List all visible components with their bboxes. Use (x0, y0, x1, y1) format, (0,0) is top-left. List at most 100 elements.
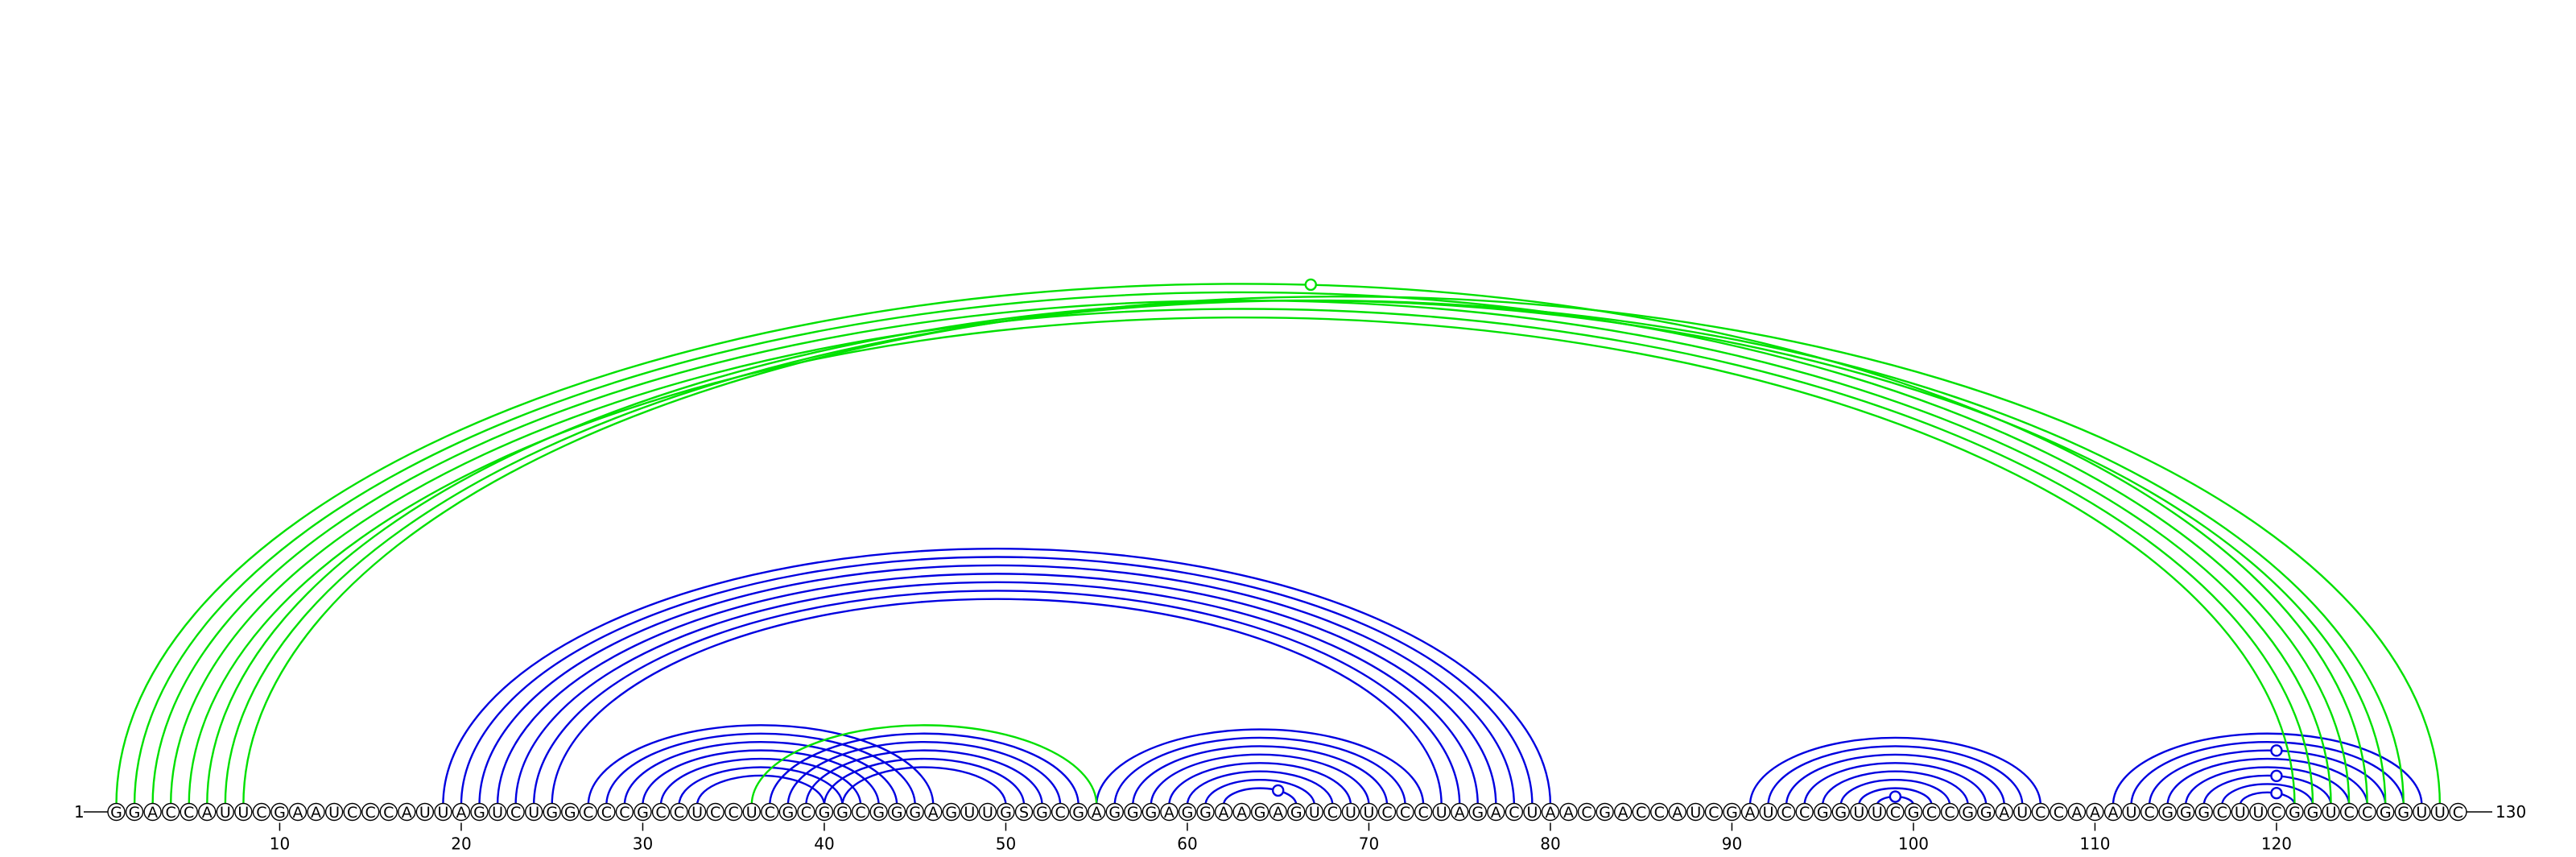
nucleotide-circle (2194, 802, 2213, 822)
nucleotide-letter: C (801, 804, 811, 822)
pair-arc-113-126 (2148, 749, 2387, 805)
nucleotide-circle (1051, 802, 1070, 822)
nucleotide-circle (1777, 802, 1796, 822)
nucleotide-circle (2303, 802, 2322, 822)
nucleotide-circle (1959, 802, 1977, 822)
nucleotide-circle (1541, 802, 1560, 822)
nucleotide-letter: A (1672, 804, 1682, 822)
nucleotide-circle (1432, 802, 1451, 822)
nucleotide-circle (2013, 802, 2032, 822)
pair-arc-97-101 (1858, 787, 1933, 805)
nucleotide-letter: C (1890, 804, 1901, 822)
nucleotide-letter: A (2108, 804, 2119, 822)
nucleotide-letter: C (1708, 804, 1719, 822)
nucleotide-circle (1813, 802, 1832, 822)
nucleotide-circle (1686, 802, 1705, 822)
nucleotide-circle (1505, 802, 1524, 822)
pair-arc-32-41 (678, 766, 844, 805)
nucleotide-circle (978, 802, 997, 822)
nucleotide-circle (524, 802, 543, 822)
nucleotide-circle (797, 802, 815, 822)
nucleotide-circle (198, 802, 217, 822)
pair-arc-28-45 (605, 732, 916, 805)
pair-arc-61-67 (1204, 778, 1315, 805)
nucleotide-letter: A (1999, 804, 2009, 822)
nucleotide-circle (506, 802, 525, 822)
nucleotide-circle (2449, 802, 2467, 822)
nucleotide-letter: G (909, 804, 921, 822)
pair-arc-60-68 (1186, 770, 1334, 805)
pair-arc-59-69 (1168, 762, 1352, 805)
nucleotide-circle (2213, 802, 2231, 822)
nucleotide-letter: U (492, 804, 503, 822)
nucleotide-letter: A (1745, 804, 1756, 822)
nucleotide-circle (1831, 802, 1850, 822)
pair-arc-111-128 (2112, 732, 2423, 805)
nucleotide-letter: G (873, 804, 885, 822)
nucleotide-letter: U (1363, 804, 1374, 822)
nucleotide-letter: G (110, 804, 122, 822)
nucleotide-circle (216, 802, 234, 822)
nucleotide-letter: U (2434, 804, 2446, 822)
nucleotide-circle (869, 802, 888, 822)
nucleotide-letter: C (383, 804, 394, 822)
nucleotide-letter: U (691, 804, 703, 822)
nucleotide-circle (2067, 802, 2087, 822)
nucleotide-letter: G (546, 804, 558, 822)
pair-arc-24-75 (532, 590, 1461, 805)
nucleotide-circle (1360, 802, 1378, 822)
nucleotide-letter: U (437, 804, 448, 822)
nucleotide-letter: C (1381, 804, 1392, 822)
arc-marker-5 (2270, 769, 2283, 783)
nucleotide-letter: G (2180, 804, 2192, 822)
nucleotide-letter: U (1436, 804, 1447, 822)
nucleotide-circle (1178, 802, 1197, 822)
pair-arc-37-54 (769, 732, 1080, 805)
nucleotide-letter: G (1000, 804, 1012, 822)
nucleotide-circle (1124, 802, 1142, 822)
pair-arc-94-104 (1803, 762, 1988, 805)
pair-arc-92-106 (1767, 745, 2024, 805)
arc-marker-1 (1304, 278, 1317, 292)
nucleotide-circle (1269, 802, 1287, 822)
nucleotide-letter: C (619, 804, 630, 822)
pair-arc-58-70 (1150, 753, 1370, 805)
nucleotide-letter: G (1835, 804, 1847, 822)
nucleotide-circle (307, 802, 325, 822)
nucleotide-circle (379, 802, 398, 822)
nucleotide-letter: G (1108, 804, 1121, 822)
nucleotide-circle (143, 802, 162, 822)
pair-arc-116-123 (2202, 774, 2332, 805)
nucleotide-circle (1523, 802, 1542, 822)
nucleotide-circle (252, 802, 271, 822)
pair-arc-95-103 (1822, 770, 1969, 805)
axis-tick-label-60: 60 (1177, 834, 1197, 854)
nucleotide-circle (1632, 802, 1650, 822)
nucleotide-circle (1087, 802, 1106, 822)
nucleotide-letter: A (1618, 804, 1629, 822)
nucleotide-letter: U (1345, 804, 1356, 822)
nucleotide-letter: G (1290, 804, 1302, 822)
nucleotide-letter: A (1092, 804, 1102, 822)
nucleotide-circle (1922, 802, 1941, 822)
nucleotide-circle (997, 802, 1015, 822)
pair-arc-115-124 (2185, 766, 2351, 805)
nucleotide-circle (561, 802, 580, 822)
nucleotide-circle (687, 802, 707, 822)
nucleotide-letter: U (220, 804, 231, 822)
pair-arc-38-53 (786, 740, 1062, 805)
nucleotide-letter: U (2252, 804, 2264, 822)
nucleotide-letter: A (1491, 804, 1501, 822)
nucleotide-circle (670, 802, 688, 822)
nucleotide-letter: C (1509, 804, 1519, 822)
axis-tick-label-70: 70 (1359, 834, 1379, 854)
nucleotide-circle (1396, 802, 1414, 822)
axis-tick-label-40: 40 (814, 834, 834, 854)
nucleotide-letter: C (1654, 804, 1665, 822)
axis-tick-label-30: 30 (633, 834, 653, 854)
nucleotide-circle (2249, 802, 2268, 822)
nucleotide-circle (2413, 802, 2431, 822)
nucleotide-letter: G (129, 804, 141, 822)
nucleotide-circle (543, 802, 561, 822)
